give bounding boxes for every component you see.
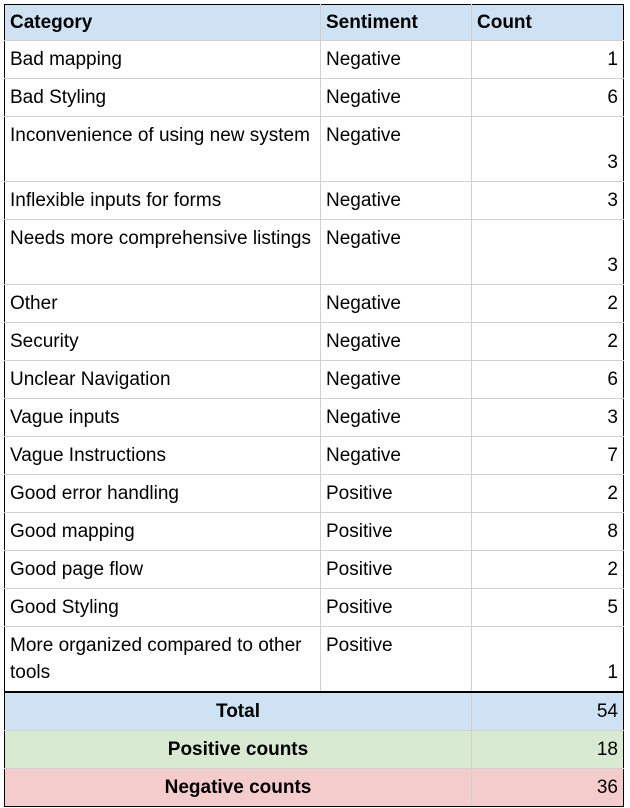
category-cell[interactable]: Good Styling (4, 588, 321, 627)
positive-counts-label[interactable]: Positive counts (4, 730, 472, 769)
positive-counts-value[interactable]: 18 (471, 730, 624, 769)
sentiment-cell[interactable]: Negative (320, 78, 472, 117)
total-row: Total 54 (4, 691, 624, 731)
count-cell[interactable]: 7 (471, 436, 624, 475)
table-row: Needs more comprehensive listings Negativ… (4, 219, 624, 285)
sentiment-cell[interactable]: Negative (320, 116, 472, 182)
table-row: Bad Styling Negative 6 (4, 78, 624, 117)
count-cell[interactable]: 2 (471, 474, 624, 513)
sentiment-cell[interactable]: Positive (320, 626, 472, 693)
count-cell[interactable]: 6 (471, 78, 624, 117)
sentiment-cell[interactable]: Negative (320, 181, 472, 220)
total-value[interactable]: 54 (471, 691, 624, 731)
category-cell[interactable]: Bad mapping (4, 40, 321, 79)
table-row: Vague Instructions Negative 7 (4, 436, 624, 475)
count-cell[interactable]: 8 (471, 512, 624, 551)
sentiment-cell[interactable]: Negative (320, 398, 472, 437)
category-cell[interactable]: Vague Instructions (4, 436, 321, 475)
count-cell[interactable]: 5 (471, 588, 624, 627)
table-row: More organized compared to other tools Po… (4, 626, 624, 693)
category-cell[interactable]: Good error handling (4, 474, 321, 513)
sentiment-cell[interactable]: Negative (320, 436, 472, 475)
sentiment-cell[interactable]: Positive (320, 512, 472, 551)
count-cell[interactable]: 3 (471, 181, 624, 220)
sentiment-cell[interactable]: Positive (320, 474, 472, 513)
sentiment-cell[interactable]: Positive (320, 588, 472, 627)
sentiment-cell[interactable]: Negative (320, 40, 472, 79)
category-cell[interactable]: Security (4, 322, 321, 361)
count-cell[interactable]: 2 (471, 284, 624, 323)
sentiment-cell[interactable]: Negative (320, 322, 472, 361)
negative-counts-value[interactable]: 36 (471, 768, 624, 807)
header-count[interactable]: Count (471, 4, 624, 41)
category-cell[interactable]: More organized compared to other tools (4, 626, 321, 693)
table-row: Good page flow Positive 2 (4, 550, 624, 589)
negative-counts-row: Negative counts 36 (4, 768, 624, 807)
table-row: Inconvenience of using new system Negativ… (4, 116, 624, 182)
count-cell[interactable]: 3 (471, 116, 624, 182)
table-body: Bad mapping Negative 1 Bad Styling Negative 6… (4, 40, 624, 693)
category-cell[interactable]: Needs more comprehensive listings (4, 219, 321, 285)
table-row: Unclear Navigation Negative 6 (4, 360, 624, 399)
count-cell[interactable]: 3 (471, 398, 624, 437)
table-row: Good mapping Positive 8 (4, 512, 624, 551)
table-row: Bad mapping Negative 1 (4, 40, 624, 79)
category-cell[interactable]: Other (4, 284, 321, 323)
count-cell[interactable]: 2 (471, 550, 624, 589)
category-cell[interactable]: Good mapping (4, 512, 321, 551)
sentiment-cell[interactable]: Negative (320, 284, 472, 323)
category-cell[interactable]: Vague inputs (4, 398, 321, 437)
sentiment-cell[interactable]: Negative (320, 360, 472, 399)
category-cell[interactable]: Unclear Navigation (4, 360, 321, 399)
count-cell[interactable]: 2 (471, 322, 624, 361)
sentiment-cell[interactable]: Negative (320, 219, 472, 285)
table-row: Inflexible inputs for forms Negative 3 (4, 181, 624, 220)
table-row: Good error handling Positive 2 (4, 474, 624, 513)
table-row: Vague inputs Negative 3 (4, 398, 624, 437)
positive-counts-row: Positive counts 18 (4, 730, 624, 769)
negative-counts-label[interactable]: Negative counts (4, 768, 472, 807)
header-sentiment[interactable]: Sentiment (320, 4, 472, 41)
count-cell[interactable]: 3 (471, 219, 624, 285)
category-cell[interactable]: Good page flow (4, 550, 321, 589)
count-cell[interactable]: 1 (471, 626, 624, 693)
count-cell[interactable]: 1 (471, 40, 624, 79)
category-cell[interactable]: Bad Styling (4, 78, 321, 117)
sentiment-table: Category Sentiment Count Bad mapping Nega… (4, 4, 624, 807)
total-label[interactable]: Total (4, 691, 472, 731)
header-category[interactable]: Category (4, 4, 321, 41)
sentiment-cell[interactable]: Positive (320, 550, 472, 589)
count-cell[interactable]: 6 (471, 360, 624, 399)
table-row: Security Negative 2 (4, 322, 624, 361)
table-row: Good Styling Positive 5 (4, 588, 624, 627)
table-row: Other Negative 2 (4, 284, 624, 323)
header-row: Category Sentiment Count (4, 4, 624, 41)
category-cell[interactable]: Inflexible inputs for forms (4, 181, 321, 220)
category-cell[interactable]: Inconvenience of using new system (4, 116, 321, 182)
